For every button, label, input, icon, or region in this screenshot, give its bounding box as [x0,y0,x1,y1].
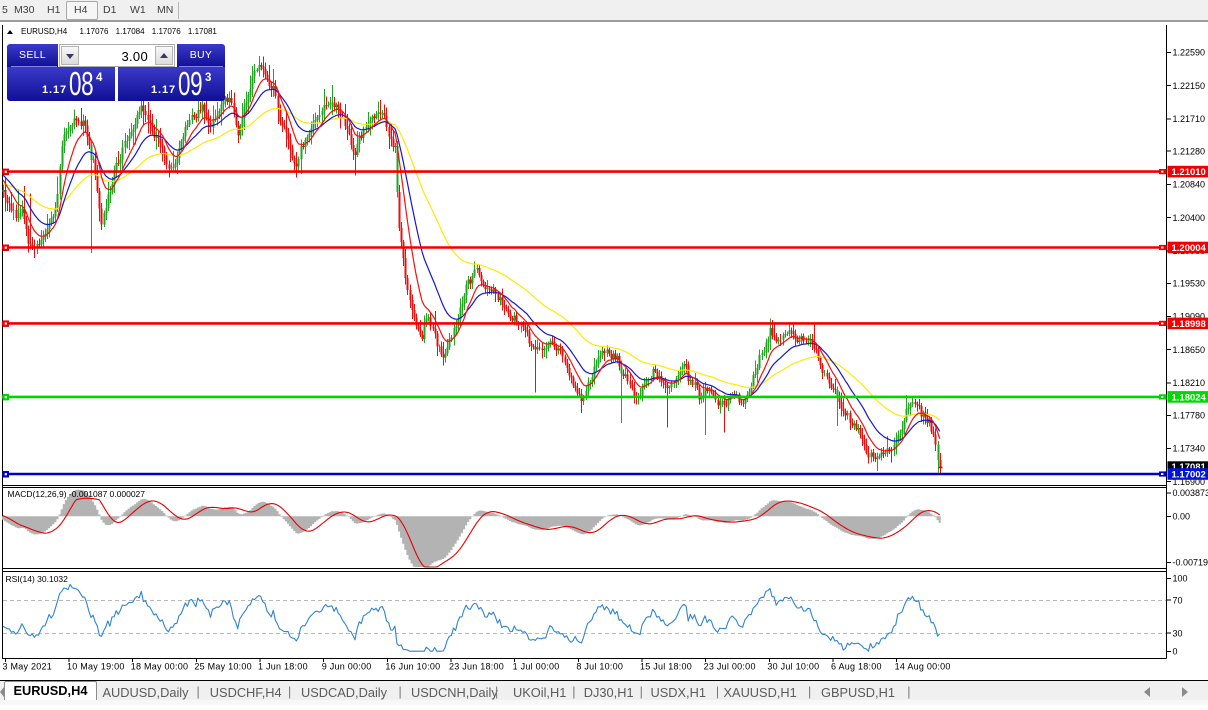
svg-text:10 May 19:00: 10 May 19:00 [67,662,125,672]
svg-text:16 Jun 10:00: 16 Jun 10:00 [385,662,440,672]
svg-text:8 Jul 10:00: 8 Jul 10:00 [576,662,623,672]
svg-text:1.21710: 1.21710 [1173,114,1206,124]
svg-text:0.003873: 0.003873 [1173,488,1208,498]
svg-text:100: 100 [1173,574,1188,584]
svg-text:70: 70 [1173,595,1183,605]
svg-text:1.19530: 1.19530 [1173,278,1206,288]
svg-text:1.22150: 1.22150 [1173,81,1206,91]
svg-text:30: 30 [1173,628,1183,638]
svg-text:23 Jul 00:00: 23 Jul 00:00 [704,662,756,672]
svg-text:1.21010: 1.21010 [1172,167,1206,178]
svg-text:1.18210: 1.18210 [1173,378,1206,388]
svg-text:23 Jun 18:00: 23 Jun 18:00 [449,662,504,672]
svg-text:1.17002: 1.17002 [1172,469,1206,480]
svg-text:1.18998: 1.18998 [1172,319,1206,330]
svg-text:18 May 00:00: 18 May 00:00 [131,662,189,672]
svg-text:1 Jul 00:00: 1 Jul 00:00 [513,662,560,672]
svg-text:14 Aug 00:00: 14 Aug 00:00 [895,662,951,672]
svg-text:1.21280: 1.21280 [1173,146,1206,156]
svg-text:30 Jul 10:00: 30 Jul 10:00 [767,662,819,672]
svg-text:1.20004: 1.20004 [1172,243,1207,254]
svg-text:15 Jul 18:00: 15 Jul 18:00 [640,662,692,672]
svg-text:1.20400: 1.20400 [1173,213,1206,223]
svg-text:6 Aug 18:00: 6 Aug 18:00 [831,662,882,672]
svg-text:0.00: 0.00 [1173,512,1191,522]
svg-text:MACD(12,26,9) -0.001087 0.0000: MACD(12,26,9) -0.001087 0.000027 [8,489,146,499]
svg-text:-0.0071950: -0.0071950 [1173,558,1208,568]
svg-text:3 May 2021: 3 May 2021 [3,662,53,672]
svg-text:1.20840: 1.20840 [1173,180,1206,190]
svg-text:1.17780: 1.17780 [1173,411,1206,421]
svg-text:1.18024: 1.18024 [1172,392,1207,403]
svg-text:RSI(14) 30.1032: RSI(14) 30.1032 [6,574,69,584]
svg-text:1.18650: 1.18650 [1173,345,1206,355]
svg-text:25 May 10:00: 25 May 10:00 [194,662,252,672]
svg-text:1.22590: 1.22590 [1173,48,1206,58]
svg-text:1 Jun 18:00: 1 Jun 18:00 [258,662,308,672]
svg-text:9 Jun 00:00: 9 Jun 00:00 [322,662,372,672]
svg-text:0: 0 [1173,647,1178,657]
svg-text:1.17340: 1.17340 [1173,444,1206,454]
